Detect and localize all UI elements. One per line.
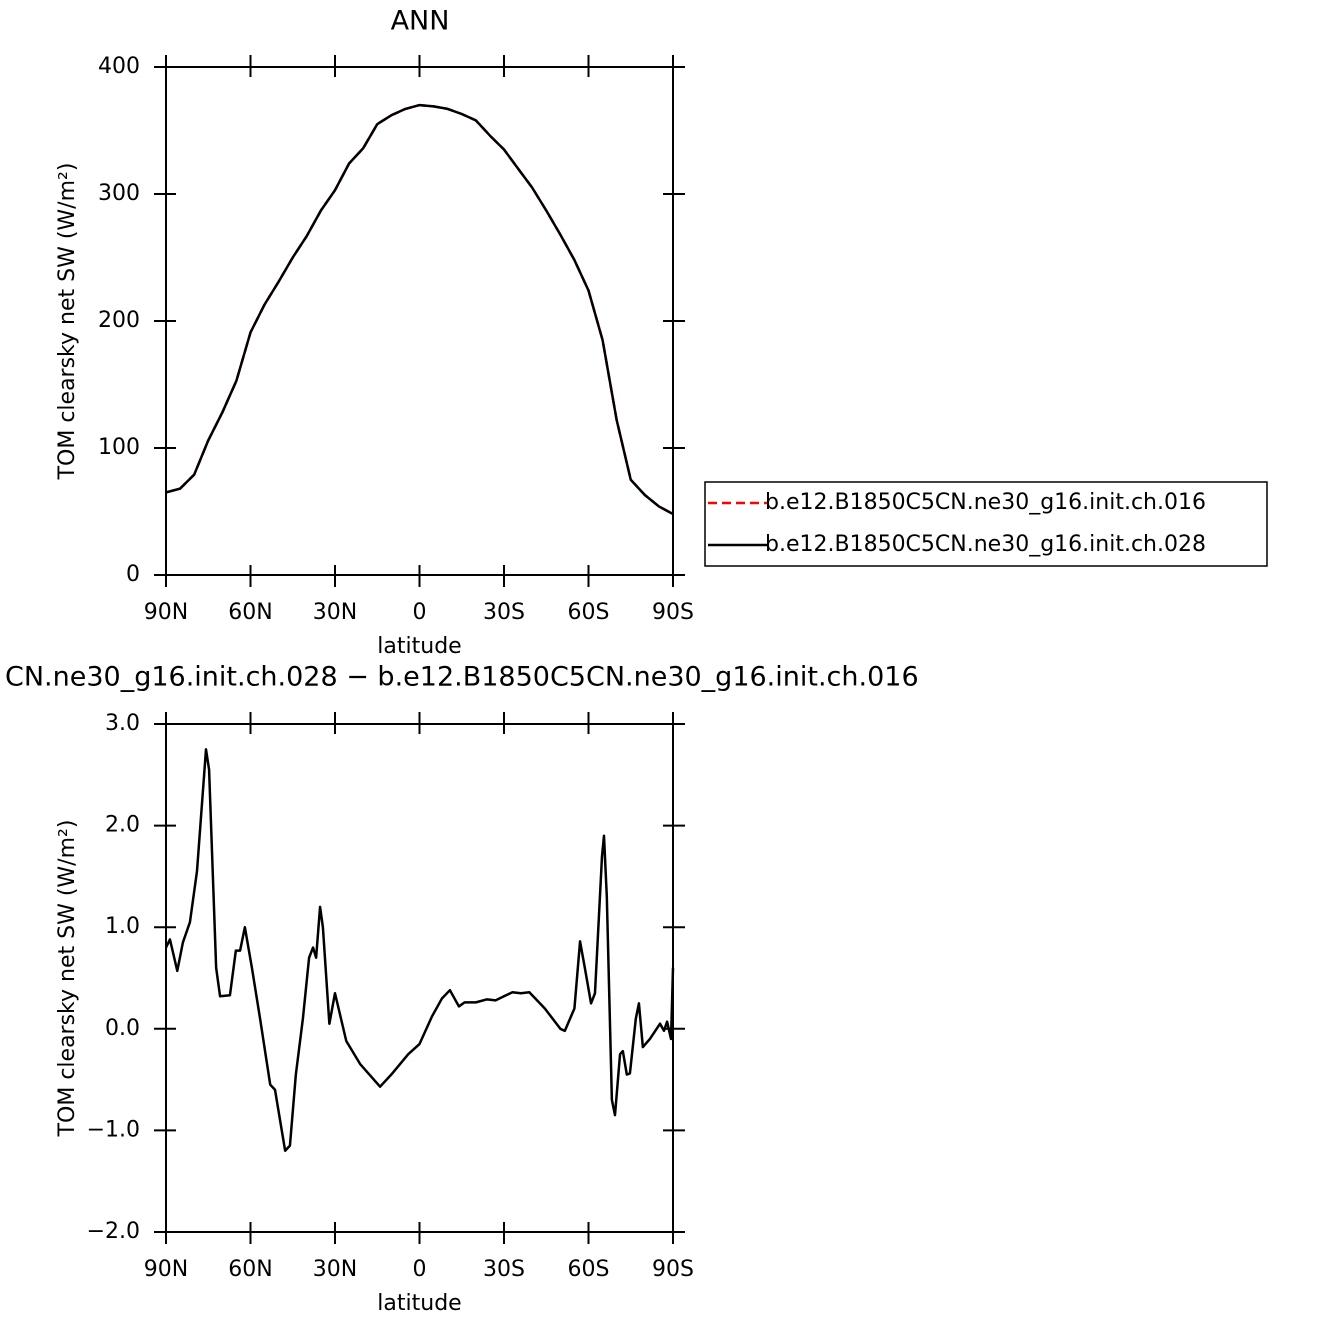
legend-label: b.e12.B1850C5CN.ne30_g16.init.ch.028 xyxy=(765,532,1206,557)
chart-title: ANN xyxy=(391,6,450,37)
x-tick-label: 90N xyxy=(144,1257,188,1282)
y-tick-label: 1.0 xyxy=(105,914,140,939)
series-line xyxy=(164,748,675,1152)
y-tick-label: −2.0 xyxy=(87,1219,140,1244)
y-axis-label: TOM clearsky net SW (W/m²) xyxy=(55,163,80,481)
y-axis-label: TOM clearsky net SW (W/m²) xyxy=(55,820,80,1138)
x-axis-label: latitude xyxy=(377,634,461,659)
x-axis-label: latitude xyxy=(377,1291,461,1316)
y-tick-label: 2.0 xyxy=(105,813,140,838)
x-tick-label: 60S xyxy=(568,600,610,625)
y-tick-label: 3.0 xyxy=(105,711,140,736)
x-tick-label: 60N xyxy=(228,1257,272,1282)
x-tick-label: 0 xyxy=(413,1257,427,1282)
x-tick-label: 60N xyxy=(228,600,272,625)
series-line xyxy=(165,103,674,516)
legend-label: b.e12.B1850C5CN.ne30_g16.init.ch.016 xyxy=(765,490,1206,515)
y-tick-label: −1.0 xyxy=(87,1117,140,1142)
y-tick-label: 100 xyxy=(98,435,140,460)
y-tick-label: 0 xyxy=(126,562,140,587)
x-tick-label: 90S xyxy=(652,600,694,625)
x-tick-label: 90N xyxy=(144,600,188,625)
x-tick-label: 30S xyxy=(483,600,525,625)
x-tick-label: 90S xyxy=(652,1257,694,1282)
series-line xyxy=(165,103,674,516)
plot-frame xyxy=(165,723,674,1233)
chart-title: CN.ne30_g16.init.ch.028 − b.e12.B1850C5C… xyxy=(5,662,919,693)
legend-box xyxy=(704,481,1268,567)
x-tick-label: 0 xyxy=(413,600,427,625)
x-tick-label: 60S xyxy=(568,1257,610,1282)
x-tick-label: 30S xyxy=(483,1257,525,1282)
y-tick-label: 300 xyxy=(98,181,140,206)
x-tick-label: 30N xyxy=(313,600,357,625)
x-tick-label: 30N xyxy=(313,1257,357,1282)
plot-frame xyxy=(165,66,674,576)
y-tick-label: 400 xyxy=(98,54,140,79)
y-tick-label: 200 xyxy=(98,308,140,333)
y-tick-label: 0.0 xyxy=(105,1016,140,1041)
